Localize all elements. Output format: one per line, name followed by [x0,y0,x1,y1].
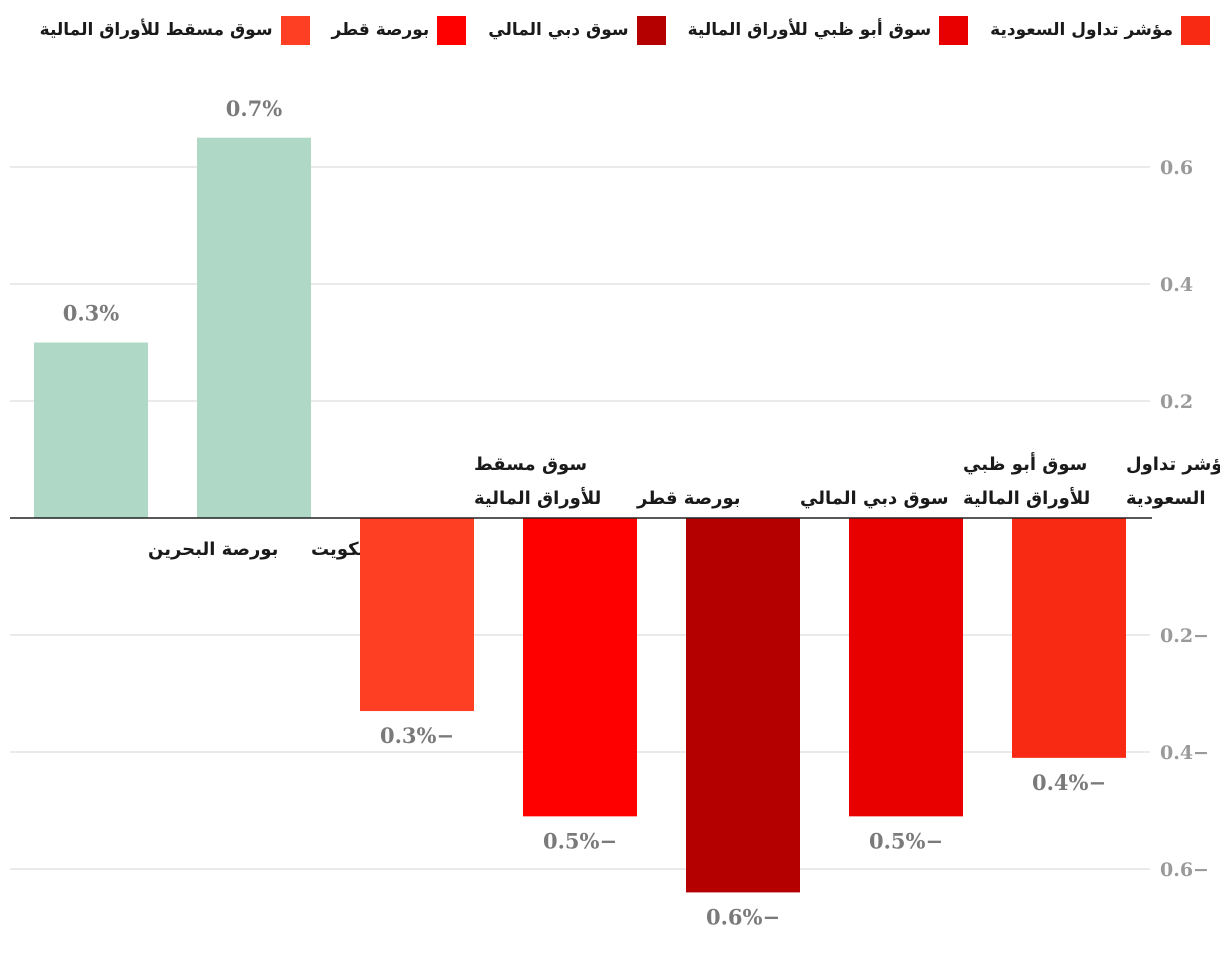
y-tick-label: 0.2 [1160,391,1193,413]
bar [1012,518,1126,758]
category-label: للأوراق المالية [474,487,601,509]
data-label: 0.4%− [1032,770,1106,795]
category-label: بورصة قطر [636,488,741,509]
bar [34,342,148,518]
y-tick-label: 0.2− [1160,625,1209,647]
legend-swatch [636,15,666,45]
legend-item: مؤشر تداول السعودية [990,15,1210,45]
legend-label: بورصة قطر [331,20,430,40]
data-label: 0.3%− [380,723,454,748]
legend-label: سوق أبو ظبي للأوراق المالية [687,20,932,40]
bar [360,518,474,712]
y-tick-label: 0.4 [1160,274,1193,296]
y-tick-label: 0.4− [1160,742,1209,764]
bar [686,518,800,893]
legend-swatch [280,15,310,45]
chart-legend: مؤشر تداول السعودية سوق أبو ظبي للأوراق ا… [18,14,1210,46]
bar [849,518,963,817]
legend-item: سوق دبي المالي [488,15,666,45]
data-label: 0.6%− [706,904,780,929]
data-label: 0.5%− [869,828,943,853]
y-tick-label: 0.6− [1160,859,1209,881]
legend-swatch [939,15,969,45]
data-label: 0.3% [63,301,120,326]
legend-label: سوق مسقط للأوراق المالية [39,20,273,40]
legend-label: سوق دبي المالي [488,20,629,40]
category-label: بورصة البحرين [148,539,278,560]
category-label: سوق دبي المالي [800,488,949,509]
category-label: سوق مسقط [474,454,587,475]
category-label: للأوراق المالية [963,487,1090,509]
y-tick-label: 0.6 [1160,157,1193,179]
legend-swatch [437,15,467,45]
legend-swatch [1181,15,1210,45]
data-label: 0.7% [226,96,283,121]
legend-item: سوق أبو ظبي للأوراق المالية [687,15,969,45]
bar [197,137,311,518]
bar [523,518,637,817]
category-label: سوق أبو ظبي [963,452,1087,475]
category-label: مؤشر تداول [1126,454,1220,475]
legend-label: مؤشر تداول السعودية [990,20,1173,40]
category-label: السعودية [1126,488,1206,509]
data-label: 0.5%− [543,828,617,853]
legend-item: سوق مسقط للأوراق المالية [39,15,310,45]
legend-item: بورصة قطر [331,15,467,45]
